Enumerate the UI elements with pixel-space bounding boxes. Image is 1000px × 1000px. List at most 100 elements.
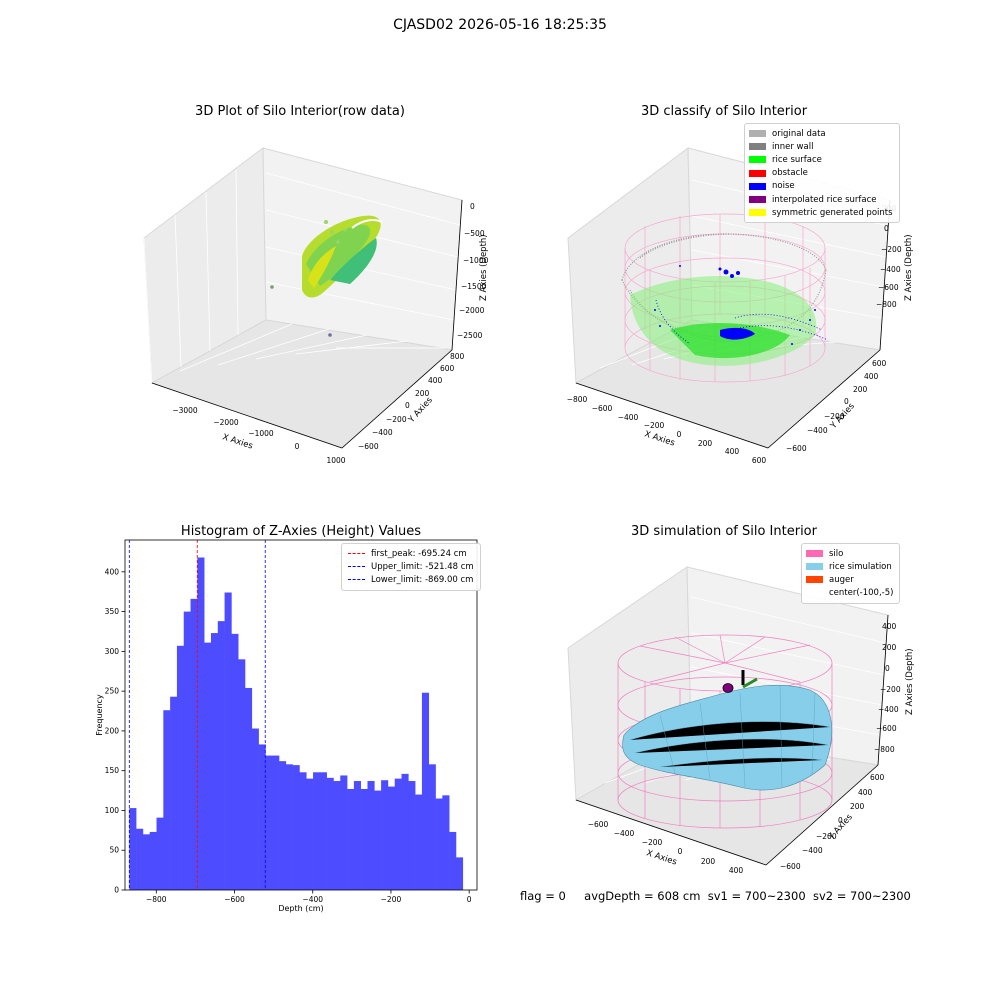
classify-ztick: −800 bbox=[876, 300, 897, 309]
legend-label: interpolated rice surface bbox=[772, 194, 877, 205]
legend-interpolated: interpolated rice surface bbox=[749, 193, 893, 206]
legend-noise: noise bbox=[749, 180, 893, 193]
legend-swatch bbox=[749, 130, 766, 138]
histogram-bar bbox=[204, 642, 212, 890]
histogram-title: Histogram of Z-Axies (Height) Values bbox=[180, 524, 422, 539]
histogram-bar bbox=[415, 794, 423, 890]
simulation-ztick: −400 bbox=[878, 705, 899, 714]
histogram-ytick-label: 0 bbox=[114, 886, 119, 895]
legend-original-data: original data bbox=[749, 127, 893, 140]
histogram-ytick-label: 350 bbox=[105, 607, 120, 616]
legend-line-lower-limit bbox=[348, 579, 365, 581]
histogram-bar bbox=[421, 692, 430, 890]
legend-inner-wall: inner wall bbox=[749, 140, 893, 153]
histogram-bar bbox=[299, 772, 307, 890]
histogram-bar bbox=[231, 633, 239, 890]
legend-line-upper-limit bbox=[348, 566, 365, 568]
auger-arm bbox=[742, 677, 758, 689]
histogram-bar bbox=[449, 831, 457, 890]
legend-label: symmetric generated points bbox=[772, 207, 893, 218]
histogram-bar bbox=[217, 621, 225, 890]
legend-swatch bbox=[749, 156, 766, 164]
classify-xlabel: X Axies bbox=[643, 429, 676, 448]
simulation-ztick: 0 bbox=[885, 664, 890, 673]
raw-xtick: −3000 bbox=[172, 406, 198, 415]
legend-label: rice surface bbox=[772, 154, 822, 165]
classify-ztick: −200 bbox=[881, 245, 902, 254]
legend-label: rice simulation bbox=[829, 561, 892, 572]
histogram-bar bbox=[176, 645, 185, 890]
classify-ztick: 0 bbox=[884, 224, 889, 233]
legend-label: center(-100,-5) bbox=[829, 588, 894, 599]
classify-legend: original data inner wall rice surface ob… bbox=[744, 123, 900, 224]
legend-swatch bbox=[806, 590, 823, 597]
raw-xtick: −2000 bbox=[213, 418, 239, 427]
legend-label: auger bbox=[829, 574, 854, 585]
histogram-ytick-label: 100 bbox=[105, 806, 120, 815]
histogram-bar bbox=[313, 772, 321, 890]
classify-ytick: 400 bbox=[864, 372, 879, 381]
histogram-bar bbox=[224, 592, 232, 890]
raw-ytick: 800 bbox=[450, 352, 465, 361]
simulation-xtick: 200 bbox=[701, 857, 716, 866]
histogram-bar bbox=[272, 755, 280, 890]
histogram-bar bbox=[435, 798, 443, 890]
legend-rice-surface: rice surface bbox=[749, 153, 893, 166]
histogram-bar bbox=[279, 761, 287, 890]
histogram-ytick-label: 400 bbox=[105, 567, 120, 576]
histogram-legend: first_peak: -695.24 cm Upper_limit: -521… bbox=[341, 543, 481, 591]
histogram-bar bbox=[455, 857, 464, 890]
simulation-ytick: −200 bbox=[816, 832, 837, 841]
histogram-bar bbox=[401, 773, 409, 890]
histogram-ylabel: Frequency bbox=[95, 694, 104, 736]
legend-label: noise bbox=[772, 181, 795, 192]
simulation-xtick: −400 bbox=[614, 829, 635, 838]
simulation-xtick: 400 bbox=[729, 866, 744, 875]
histogram-ytick-label: 150 bbox=[105, 766, 120, 775]
simulation-ztick: −600 bbox=[876, 724, 897, 733]
histogram-bar bbox=[238, 659, 246, 890]
raw-plot-title: 3D Plot of Silo Interior(row data) bbox=[195, 104, 405, 119]
histogram-bar bbox=[428, 764, 436, 890]
simulation-xtick: −200 bbox=[642, 838, 663, 847]
legend-label: inner wall bbox=[772, 141, 814, 152]
center-marker bbox=[722, 683, 734, 693]
raw-ytick: 600 bbox=[440, 364, 455, 373]
simulation-legend: silo rice simulation auger center(-100,-… bbox=[801, 543, 901, 604]
legend-swatch bbox=[749, 143, 766, 151]
histogram-bar bbox=[394, 778, 402, 890]
classify-xtick: −800 bbox=[567, 395, 588, 404]
sv1-text: sv1 = 700~2300 bbox=[707, 889, 806, 903]
histogram-bar bbox=[319, 772, 327, 890]
classify-xtick: −600 bbox=[592, 404, 613, 413]
raw-ztick: −1500 bbox=[461, 282, 487, 291]
raw-ytick: 0 bbox=[405, 401, 410, 410]
histogram-bar bbox=[197, 557, 205, 890]
simulation-xtick: −600 bbox=[588, 820, 609, 829]
classify-ytick: −600 bbox=[786, 444, 807, 453]
histogram-bar bbox=[387, 786, 396, 890]
raw-ztick: −1000 bbox=[463, 256, 489, 265]
classify-xtick: −200 bbox=[644, 421, 665, 430]
legend-swatch bbox=[806, 563, 823, 571]
raw-ytick: −200 bbox=[386, 415, 407, 424]
simulation-xtick: 0 bbox=[678, 847, 683, 856]
histogram-bar bbox=[129, 808, 137, 890]
sv2-text: sv2 = 700~2300 bbox=[812, 889, 911, 903]
histogram-bar bbox=[136, 828, 144, 890]
classify-ytick: −200 bbox=[824, 412, 845, 421]
histogram-bar bbox=[347, 788, 355, 890]
classify-ytick: 600 bbox=[872, 359, 887, 368]
raw-ztick: −2000 bbox=[459, 306, 485, 315]
raw-point-cloud bbox=[270, 215, 383, 337]
legend-label: Upper_limit: -521.48 cm bbox=[371, 561, 474, 572]
classify-xtick: 200 bbox=[698, 439, 713, 448]
histogram-ytick-label: 300 bbox=[105, 647, 120, 656]
histogram-ytick-label: 250 bbox=[105, 687, 120, 696]
histogram-bar bbox=[210, 633, 219, 890]
classify-xtick: −400 bbox=[618, 413, 639, 422]
legend-swatch bbox=[749, 209, 766, 217]
raw-ztick: 0 bbox=[470, 202, 475, 211]
histogram-bar bbox=[374, 790, 382, 890]
legend-obstacle: obstacle bbox=[749, 167, 893, 180]
